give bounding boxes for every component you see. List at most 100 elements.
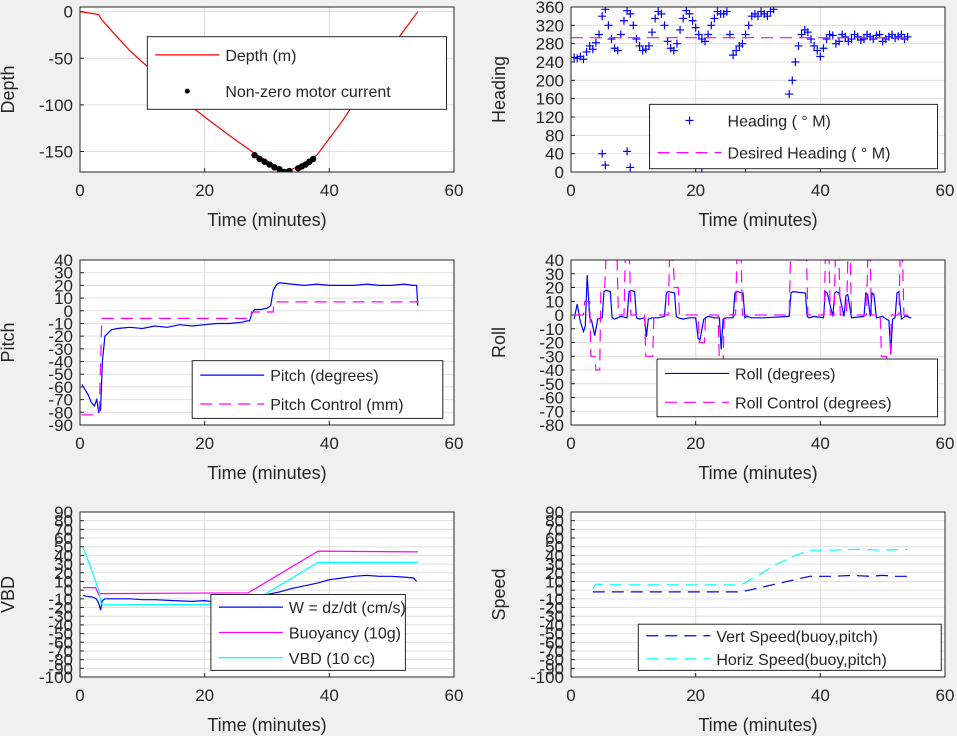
- y-axis-label: VBD: [0, 576, 18, 613]
- y-tick-label: 40: [54, 251, 73, 270]
- y-axis-label: Heading: [489, 56, 509, 123]
- x-axis-label: Time (minutes): [207, 210, 326, 230]
- legend-label: VBD (10 cc): [289, 651, 375, 668]
- legend-label: Roll (degrees): [735, 366, 835, 383]
- y-tick-label: 0: [555, 306, 564, 325]
- y-tick-label: 90: [54, 503, 73, 522]
- y-tick-label: 20: [545, 564, 564, 583]
- legend: Vert Speed(buoy,pitch) Horiz Speed(buoy,p…: [637, 623, 942, 671]
- legend-box: [637, 623, 942, 671]
- axes-box: [570, 511, 946, 678]
- y-tick-label: 40: [545, 251, 564, 270]
- y-tick-label: -70: [48, 642, 73, 661]
- series-0-point: [810, 41, 819, 50]
- x-axis-label: Time (minutes): [207, 463, 326, 483]
- series-0-point: [738, 39, 747, 48]
- legend-label: Roll Control (degrees): [735, 395, 892, 412]
- y-tick-label: 50: [54, 538, 73, 557]
- series-0-point: [806, 35, 815, 44]
- chart-panel-4: 0 20 40 609080706050403020100-10-20-30-40-5…: [0, 503, 463, 735]
- legend-label: Horiz Speed(buoy,pitch): [716, 652, 886, 669]
- legend-label: Heading ( ° M): [728, 113, 831, 130]
- y-tick-label: 30: [54, 264, 73, 283]
- series-0-point: [828, 31, 837, 40]
- y-tick-label: 20: [54, 564, 73, 583]
- series-0-point: [763, 12, 772, 21]
- series-0-point: [722, 7, 731, 16]
- y-tick-label: 90: [545, 503, 564, 522]
- y-tick-label: 240: [536, 53, 564, 72]
- y-axis-label: Pitch: [0, 322, 18, 362]
- legend-label: Buoyancy (10g): [289, 625, 401, 642]
- series-0-point: [604, 21, 613, 30]
- x-tick-label: 0: [566, 686, 575, 705]
- x-tick-label: 20: [686, 434, 705, 453]
- series-0-point: [691, 23, 700, 32]
- y-tick-label: -80: [539, 651, 564, 670]
- series-0-point: [710, 14, 719, 23]
- y-tick-label: 30: [54, 555, 73, 574]
- series-0-point: [607, 35, 616, 44]
- legend-label: W = dz/dt (cm/s): [289, 600, 406, 617]
- y-tick-label: 70: [545, 520, 564, 539]
- y-tick-label: 0: [555, 163, 564, 182]
- series-group: [592, 548, 908, 593]
- y-tick-label: -60: [48, 378, 73, 397]
- y-tick-label: -50: [48, 365, 73, 384]
- y-tick-label: 30: [545, 265, 564, 284]
- series-0-point: [841, 32, 850, 41]
- series-0-point: [788, 76, 797, 85]
- y-tick-label: -50: [539, 375, 564, 394]
- y-tick-label: 80: [545, 512, 564, 531]
- y-tick-label: 0: [64, 581, 73, 600]
- series-0-point: [626, 163, 635, 172]
- x-axis-label: Time (minutes): [698, 463, 817, 483]
- y-tick-label: -100: [39, 668, 73, 687]
- series-0-point: [816, 52, 825, 61]
- y-tick-label: -80: [539, 416, 564, 435]
- series-0-point: [676, 25, 685, 34]
- series-2-line: [81, 546, 418, 606]
- y-tick-label: -150: [39, 142, 73, 161]
- series-0-point: [685, 9, 694, 18]
- series-0-point: [732, 46, 741, 55]
- legend-label: Desired Heading ( ° M): [728, 146, 891, 163]
- series-1-line: [83, 550, 418, 596]
- series-0-point: [694, 30, 703, 39]
- y-tick-label: -20: [539, 599, 564, 618]
- y-tick-label: -50: [48, 625, 73, 644]
- y-tick-label: -20: [539, 334, 564, 353]
- y-tick-label: 0: [64, 3, 73, 22]
- axes-box: [570, 6, 946, 173]
- y-tick-label: -30: [539, 347, 564, 366]
- legend-label: Pitch Control (mm): [270, 397, 403, 414]
- x-tick-label: 20: [195, 434, 214, 453]
- series-0-point: [769, 7, 778, 14]
- y-axis-label: Roll: [489, 327, 509, 358]
- y-tick-label: -50: [539, 625, 564, 644]
- x-tick-label: 0: [566, 434, 575, 453]
- y-tick-label: 50: [545, 538, 564, 557]
- y-tick-label: -90: [48, 416, 73, 435]
- series-group: [81, 282, 419, 416]
- y-tick-label: 120: [536, 108, 564, 127]
- series-0-point: [651, 14, 660, 23]
- series-0-point: [819, 44, 828, 53]
- y-tick-label: 320: [536, 16, 564, 35]
- y-tick-label: 160: [536, 90, 564, 109]
- y-tick-label: -40: [48, 616, 73, 635]
- y-tick-label: 40: [545, 546, 564, 565]
- series-0-point: [813, 46, 822, 55]
- y-tick-label: 40: [54, 546, 73, 565]
- y-tick-label: -40: [48, 353, 73, 372]
- series-1-point: [276, 166, 283, 172]
- series-0-point: [688, 16, 697, 25]
- y-tick-label: 10: [545, 292, 564, 311]
- series-1-point: [281, 168, 288, 172]
- y-tick-label: 40: [545, 145, 564, 164]
- series-0-point: [626, 9, 635, 18]
- y-tick-label: -20: [48, 599, 73, 618]
- y-tick-label: 360: [536, 0, 564, 17]
- series-0-line: [80, 11, 419, 172]
- y-tick-label: -100: [39, 96, 73, 115]
